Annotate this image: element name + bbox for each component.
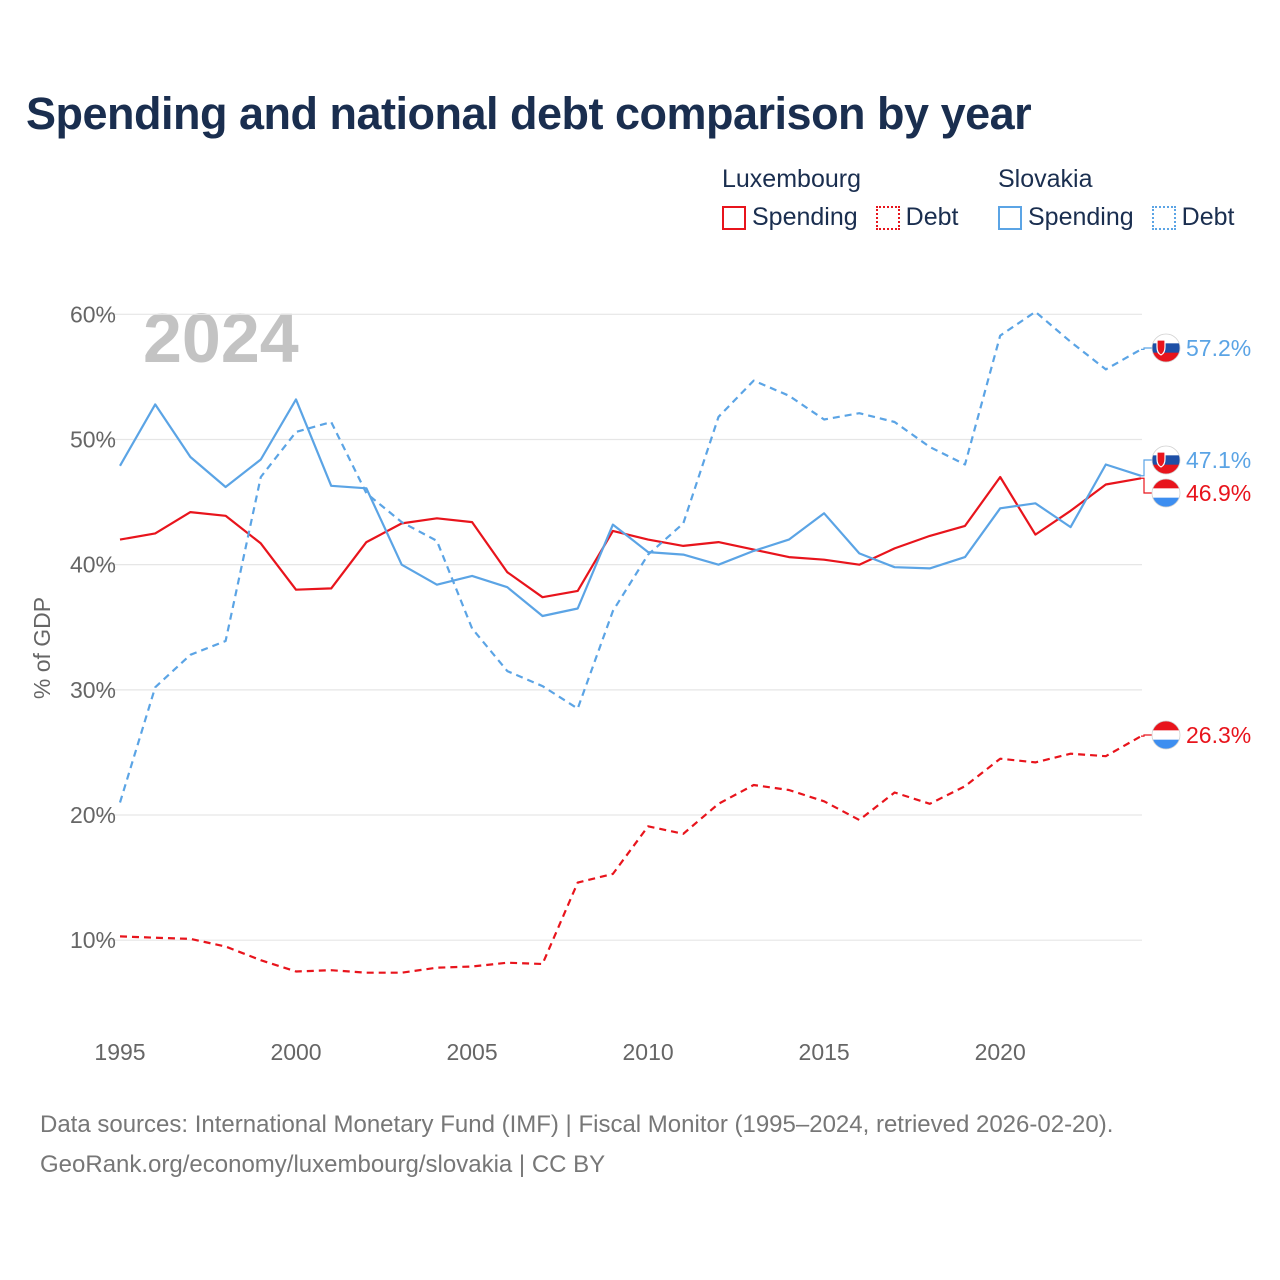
flag-outline [1151, 720, 1181, 750]
luxembourg-flag-icon [1151, 478, 1181, 508]
leader-line-luxembourg-spending [1141, 477, 1152, 494]
flag-outline [1151, 478, 1181, 508]
year-watermark: 2024 [143, 299, 299, 377]
leader-line-slovakia-debt [1141, 347, 1152, 350]
source-line-1: Data sources: International Monetary Fun… [40, 1111, 1114, 1138]
legend-label: Debt [1181, 203, 1235, 231]
flag-stripe-1 [1152, 455, 1180, 466]
legend-label: Spending [752, 203, 858, 231]
flag-coat-of-arms [1156, 339, 1166, 356]
series-line-slovakia-spending [119, 398, 1142, 618]
end-value-label-luxembourg-spending: 46.9% [1186, 480, 1251, 506]
flag-stripe-1 [1152, 488, 1180, 499]
legend-country-label: Luxembourg [722, 165, 861, 193]
x-tick-label-2000: 2000 [270, 1039, 321, 1065]
source-note: Data sources: International Monetary Fun… [40, 1105, 1113, 1185]
flag-stripes [1152, 446, 1180, 474]
flag-stripes [1152, 479, 1180, 507]
flag-stripes [1152, 721, 1180, 749]
x-tick-label-1995: 1995 [94, 1039, 145, 1065]
x-tick-label-2010: 2010 [623, 1039, 674, 1065]
legend-swatch-dotted [1151, 205, 1176, 230]
end-value-label-luxembourg-debt: 26.3% [1186, 722, 1251, 748]
flag-stripe-2 [1152, 739, 1180, 749]
end-value-label-slovakia-spending: 47.1% [1186, 447, 1251, 473]
legend-item-slovakia-spending[interactable]: Spending [998, 203, 1134, 232]
flag-stripe-0 [1152, 479, 1180, 489]
x-tick-label-2005: 2005 [446, 1039, 497, 1065]
y-tick-label-10: 10% [70, 927, 116, 953]
legend-item-slovakia-debt[interactable]: Debt [1151, 203, 1235, 232]
legend-swatch-solid [998, 205, 1022, 230]
y-tick-label-30: 30% [70, 677, 116, 703]
flag-stripe-0 [1152, 334, 1180, 344]
legend-item-luxembourg-debt[interactable]: Debt [875, 203, 959, 232]
flag-coat-of-arms [1156, 451, 1166, 468]
flag-stripe-2 [1152, 352, 1180, 362]
legend-item-luxembourg-spending[interactable]: Spending [722, 203, 858, 232]
x-tick-label-2020: 2020 [975, 1039, 1026, 1065]
leader-line-slovakia-spending [1141, 459, 1152, 477]
legend-slovakia: Slovakia Spending Debt [998, 162, 1234, 232]
legend-swatch-dotted [875, 205, 900, 230]
slovakia-flag-icon [1151, 445, 1181, 475]
series-line-luxembourg-debt [119, 735, 1142, 974]
y-tick-label-50: 50% [70, 426, 116, 452]
source-line-2[interactable]: GeoRank.org/economy/luxembourg/slovakia … [40, 1151, 606, 1178]
slovakia-flag-icon [1151, 333, 1181, 363]
leader-line-luxembourg-debt [1141, 734, 1152, 737]
y-axis-label: % of GDP [29, 597, 55, 699]
flag-outline [1151, 333, 1181, 363]
flag-stripe-2 [1152, 497, 1180, 507]
flag-stripes [1152, 334, 1180, 362]
legend-label: Spending [1028, 203, 1134, 231]
luxembourg-flag-icon [1151, 720, 1181, 750]
end-value-label-slovakia-debt: 57.2% [1186, 335, 1251, 361]
flag-stripe-2 [1152, 464, 1180, 474]
flag-stripe-0 [1152, 721, 1180, 731]
y-tick-label-20: 20% [70, 802, 116, 828]
series-line-luxembourg-spending [119, 475, 1142, 599]
y-tick-label-60: 60% [70, 301, 116, 327]
chart-title: Spending and national debt comparison by… [26, 88, 1032, 139]
legend-label: Debt [905, 203, 959, 231]
series-line-slovakia-debt [118, 310, 1142, 803]
legend-luxembourg: Luxembourg Spending Debt [722, 162, 976, 232]
flag-stripe-1 [1152, 730, 1180, 741]
y-tick-label-40: 40% [70, 552, 116, 578]
x-tick-label-2015: 2015 [799, 1039, 850, 1065]
legend-swatch-solid [722, 205, 746, 230]
flag-outline [1151, 445, 1181, 475]
flag-stripe-0 [1152, 446, 1180, 456]
flag-stripe-1 [1152, 343, 1180, 354]
legend-country-label: Slovakia [998, 165, 1093, 193]
